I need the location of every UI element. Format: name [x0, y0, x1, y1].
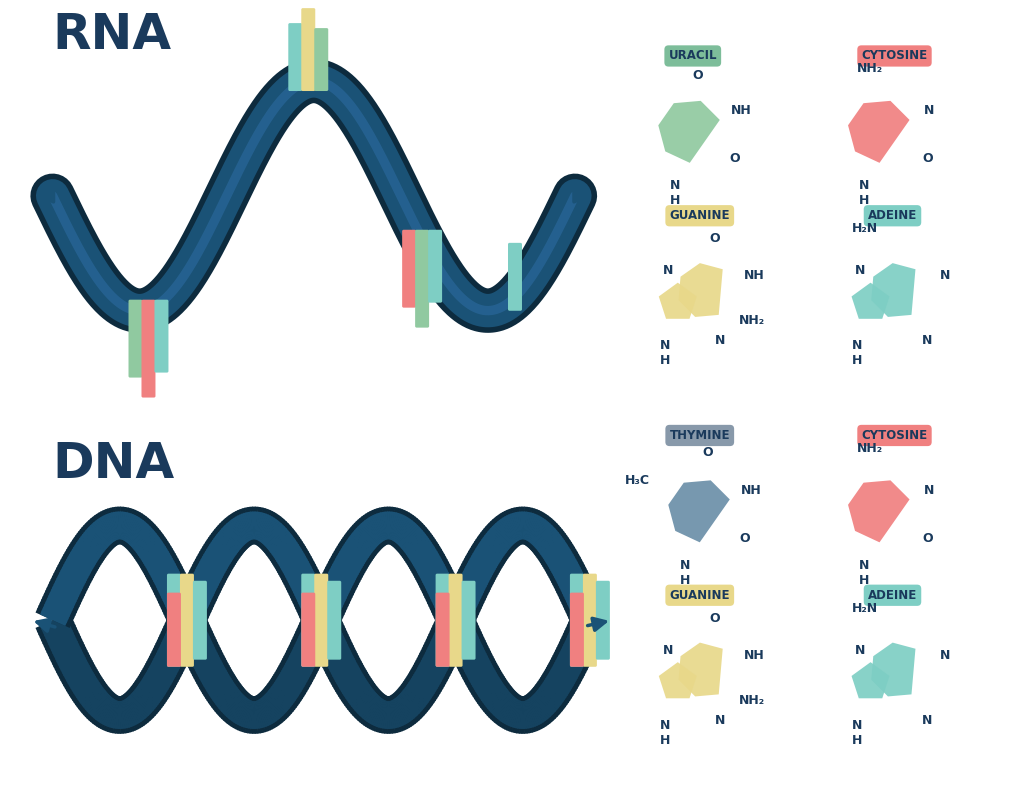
FancyBboxPatch shape: [167, 593, 181, 667]
Text: NH₂: NH₂: [738, 314, 765, 327]
Text: CYTOSINE: CYTOSINE: [861, 50, 928, 62]
Text: N: N: [859, 179, 869, 193]
FancyBboxPatch shape: [435, 574, 450, 667]
Text: N: N: [659, 339, 670, 352]
Text: NH₂: NH₂: [856, 442, 883, 455]
Text: RNA: RNA: [52, 11, 172, 59]
Text: O: O: [702, 446, 713, 459]
Polygon shape: [848, 101, 909, 163]
Text: H₃C: H₃C: [626, 474, 650, 487]
FancyBboxPatch shape: [314, 574, 329, 667]
Text: H₂N: H₂N: [852, 602, 878, 615]
Text: N: N: [940, 649, 950, 662]
FancyBboxPatch shape: [428, 230, 442, 303]
Text: N: N: [925, 104, 935, 118]
Text: N: N: [715, 334, 725, 347]
Text: N: N: [663, 644, 673, 656]
Text: DNA: DNA: [52, 440, 175, 488]
FancyBboxPatch shape: [583, 574, 597, 667]
FancyBboxPatch shape: [402, 230, 416, 308]
FancyBboxPatch shape: [167, 574, 181, 667]
FancyBboxPatch shape: [141, 300, 156, 398]
Polygon shape: [658, 662, 696, 698]
FancyBboxPatch shape: [289, 23, 302, 91]
FancyBboxPatch shape: [596, 581, 610, 660]
Text: N: N: [940, 269, 950, 282]
Text: N: N: [852, 719, 863, 731]
Text: H: H: [852, 734, 863, 746]
Text: O: O: [923, 532, 933, 545]
Text: N: N: [659, 719, 670, 731]
Text: NH: NH: [744, 269, 765, 282]
FancyBboxPatch shape: [415, 230, 429, 327]
FancyBboxPatch shape: [462, 581, 475, 660]
Text: H: H: [680, 574, 690, 587]
Text: ADEINE: ADEINE: [868, 589, 918, 602]
FancyBboxPatch shape: [301, 593, 315, 667]
Text: H: H: [659, 734, 670, 746]
Text: N: N: [855, 644, 865, 656]
Text: NH: NH: [741, 484, 762, 497]
Text: H: H: [859, 574, 869, 587]
Text: O: O: [710, 611, 720, 625]
Text: GUANINE: GUANINE: [670, 589, 730, 602]
Polygon shape: [658, 101, 720, 163]
FancyBboxPatch shape: [328, 581, 341, 660]
Text: ADEINE: ADEINE: [868, 209, 918, 222]
FancyBboxPatch shape: [435, 593, 450, 667]
FancyBboxPatch shape: [193, 581, 207, 660]
FancyBboxPatch shape: [314, 28, 329, 91]
Text: N: N: [923, 334, 933, 347]
Text: N: N: [855, 264, 865, 277]
Text: THYMINE: THYMINE: [670, 429, 730, 442]
Text: N: N: [852, 339, 863, 352]
Text: N: N: [663, 264, 673, 277]
Polygon shape: [679, 263, 723, 317]
FancyBboxPatch shape: [180, 574, 194, 667]
Polygon shape: [679, 642, 723, 697]
FancyBboxPatch shape: [570, 574, 584, 667]
Text: O: O: [692, 69, 703, 82]
Text: NH₂: NH₂: [738, 694, 765, 707]
Text: NH₂: NH₂: [856, 62, 883, 76]
FancyBboxPatch shape: [128, 300, 142, 378]
Text: N: N: [680, 559, 690, 572]
Text: NH: NH: [731, 104, 752, 118]
Text: H: H: [859, 194, 869, 208]
Text: NH: NH: [744, 649, 765, 662]
Text: O: O: [729, 152, 740, 166]
Text: O: O: [710, 232, 720, 245]
Text: GUANINE: GUANINE: [670, 209, 730, 222]
Text: H: H: [852, 354, 863, 367]
Text: URACIL: URACIL: [669, 50, 717, 62]
Text: N: N: [923, 713, 933, 727]
Text: N: N: [925, 484, 935, 497]
Text: N: N: [859, 559, 869, 572]
Polygon shape: [848, 481, 909, 542]
FancyBboxPatch shape: [508, 243, 522, 311]
Polygon shape: [658, 282, 696, 319]
Polygon shape: [871, 642, 915, 697]
FancyBboxPatch shape: [301, 574, 315, 667]
Text: H: H: [659, 354, 670, 367]
Text: N: N: [715, 713, 725, 727]
FancyBboxPatch shape: [155, 300, 169, 372]
FancyBboxPatch shape: [570, 593, 584, 667]
Text: H: H: [670, 194, 680, 208]
Text: CYTOSINE: CYTOSINE: [861, 429, 928, 442]
Polygon shape: [852, 282, 890, 319]
FancyBboxPatch shape: [301, 8, 315, 91]
Text: N: N: [670, 179, 680, 193]
Polygon shape: [669, 481, 730, 542]
FancyBboxPatch shape: [449, 574, 463, 667]
Text: O: O: [923, 152, 933, 166]
Polygon shape: [871, 263, 915, 317]
Text: H₂N: H₂N: [852, 222, 878, 235]
Text: O: O: [739, 532, 750, 545]
Polygon shape: [852, 662, 890, 698]
